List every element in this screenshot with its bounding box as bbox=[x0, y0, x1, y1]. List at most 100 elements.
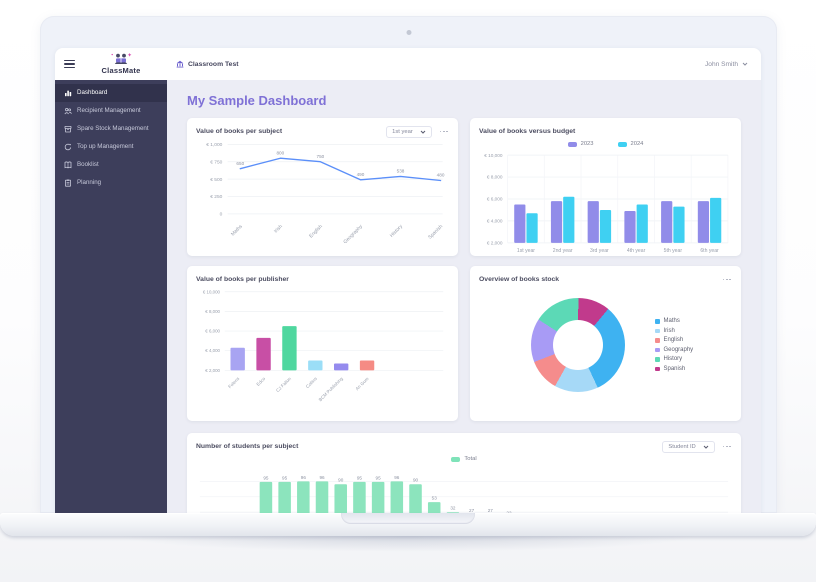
laptop-notch bbox=[341, 513, 475, 524]
donut-chart-books-stock: Maths Irish English Geography History Spanish bbox=[479, 286, 732, 392]
x-axis-label: An Gum bbox=[354, 376, 369, 391]
legend-item: Total bbox=[451, 456, 477, 462]
x-axis-label: 2nd year bbox=[553, 248, 573, 254]
bar bbox=[390, 481, 404, 513]
student-id-value: Student ID bbox=[668, 443, 696, 450]
legend-item: English bbox=[655, 337, 693, 343]
x-axis-label: Geography bbox=[342, 223, 364, 243]
laptop-shadow bbox=[24, 536, 792, 558]
card-menu-button[interactable] bbox=[722, 444, 732, 450]
card-title: Value of books per publisher bbox=[196, 276, 289, 283]
card-books-versus-budget: Value of books versus budget 2023 2024 € … bbox=[470, 118, 741, 256]
x-axis-label: 3rd year bbox=[590, 248, 609, 254]
legend-item: History bbox=[655, 356, 693, 362]
bar bbox=[333, 363, 349, 371]
bar bbox=[446, 512, 460, 513]
card-menu-button[interactable] bbox=[439, 129, 449, 135]
bar-chart-svg: € 10,000 € 8,000 € 6,000 € 4,000 € 2,000 Fole… bbox=[203, 289, 444, 403]
sidebar-item-label: Planning bbox=[77, 178, 102, 186]
sidebar-item-label: Spare Stock Management bbox=[77, 124, 149, 132]
legend-item: 2023 bbox=[567, 141, 594, 147]
bar bbox=[315, 481, 329, 513]
sidebar-item-recipient-management[interactable]: Recipient Management bbox=[55, 102, 167, 120]
bar bbox=[334, 484, 347, 513]
sidebar-item-label: Top up Management bbox=[77, 142, 134, 150]
svg-text:€ 10,000: € 10,000 bbox=[203, 289, 221, 294]
bar bbox=[359, 360, 375, 371]
bar-label: 96 bbox=[394, 475, 400, 480]
svg-text:€ 2,000: € 2,000 bbox=[487, 240, 503, 245]
bar-chart-svg: 95 95 96 96 90 95 95 96 90 53 32 27 27 22 18 bbox=[199, 475, 729, 513]
x-axis-label: 4th year bbox=[627, 248, 646, 254]
bar bbox=[514, 204, 526, 243]
sidebar-item-spare-stock-management[interactable]: Spare Stock Management bbox=[55, 120, 167, 138]
svg-text:€ 6,000: € 6,000 bbox=[487, 197, 503, 202]
year-filter-select[interactable]: 1st year bbox=[386, 125, 432, 138]
page-title: My Sample Dashboard bbox=[187, 93, 327, 108]
x-axis-label: BCM Publishing bbox=[318, 376, 345, 403]
bar-label: 95 bbox=[357, 475, 363, 480]
classroom-selector[interactable]: Classroom Test bbox=[176, 60, 239, 68]
sidebar-item-planning[interactable]: Planning bbox=[55, 174, 167, 192]
point-label: 800 bbox=[276, 150, 284, 155]
x-axis-label: 6th year bbox=[700, 248, 719, 254]
svg-text:€ 8,000: € 8,000 bbox=[205, 309, 220, 314]
chart-legend: 2023 2024 bbox=[479, 141, 732, 147]
svg-text:€ 6,000: € 6,000 bbox=[205, 329, 220, 334]
bar-label: 95 bbox=[263, 475, 269, 480]
svg-text:€ 1,000: € 1,000 bbox=[206, 142, 222, 148]
svg-text:€ 2,000: € 2,000 bbox=[205, 368, 220, 373]
card-students-per-subject: Number of students per subject Student I… bbox=[187, 433, 741, 513]
x-axis-label: Maths bbox=[230, 223, 244, 237]
bar bbox=[624, 211, 636, 243]
sidebar-item-label: Recipient Management bbox=[77, 106, 141, 114]
point-label: 490 bbox=[357, 172, 365, 177]
svg-text:€ 750: € 750 bbox=[210, 159, 222, 165]
webcam-icon bbox=[406, 30, 411, 35]
user-menu[interactable]: John Smith bbox=[705, 61, 748, 68]
svg-text:€ 4,000: € 4,000 bbox=[205, 348, 220, 353]
line-chart-books-per-subject: € 1,000 € 750 € 500 € 250 0 650 Maths 800 Irish… bbox=[196, 138, 449, 243]
book-icon bbox=[64, 161, 72, 169]
chevron-down-icon bbox=[420, 130, 426, 134]
x-axis-label: 5th year bbox=[664, 248, 683, 254]
card-title: Number of students per subject bbox=[196, 443, 299, 450]
bar bbox=[673, 206, 685, 243]
user-name: John Smith bbox=[705, 60, 738, 68]
hamburger-menu-button[interactable] bbox=[64, 59, 75, 69]
line-series bbox=[239, 157, 442, 182]
bar-label: 90 bbox=[413, 478, 419, 483]
svg-text:€ 8,000: € 8,000 bbox=[487, 175, 503, 180]
sidebar-item-top-up-management[interactable]: Top up Management bbox=[55, 138, 167, 156]
bar-label: 27 bbox=[469, 508, 475, 513]
bar-label: 95 bbox=[282, 475, 288, 480]
bar bbox=[259, 481, 273, 513]
bar bbox=[636, 204, 648, 243]
chart-legend: Total bbox=[196, 456, 732, 462]
people-icon bbox=[64, 107, 72, 115]
bar bbox=[282, 326, 297, 371]
bar-label: 32 bbox=[450, 506, 456, 511]
sidebar-item-label: Booklist bbox=[77, 160, 99, 168]
bar-label: 22 bbox=[506, 511, 512, 513]
student-id-select[interactable]: Student ID bbox=[662, 440, 715, 453]
card-title: Value of books versus budget bbox=[479, 128, 576, 135]
bar bbox=[710, 197, 722, 243]
year-filter-value: 1st year bbox=[392, 128, 413, 135]
school-icon bbox=[176, 60, 184, 68]
bar-label: 96 bbox=[319, 475, 325, 480]
point-label: 480 bbox=[437, 173, 445, 178]
sidebar: Dashboard Recipient Management Spare Sto… bbox=[55, 80, 167, 513]
sidebar-item-dashboard[interactable]: Dashboard bbox=[55, 84, 167, 102]
logo-text: ClassMate bbox=[101, 66, 141, 75]
legend-item: Geography bbox=[655, 347, 693, 353]
donut-ring bbox=[531, 298, 625, 392]
sidebar-item-booklist[interactable]: Booklist bbox=[55, 156, 167, 174]
card-menu-button[interactable] bbox=[722, 277, 732, 283]
dashboard-content: My Sample Dashboard Value of books per s… bbox=[167, 80, 761, 513]
bar bbox=[256, 337, 271, 371]
x-axis-label: History bbox=[389, 223, 404, 238]
app-window: ClassMate Classroom Test John Smith bbox=[55, 48, 761, 513]
classmate-logo-icon bbox=[109, 53, 133, 65]
card-books-stock-overview: Overview of books stock Maths Irish Englis… bbox=[470, 266, 741, 421]
